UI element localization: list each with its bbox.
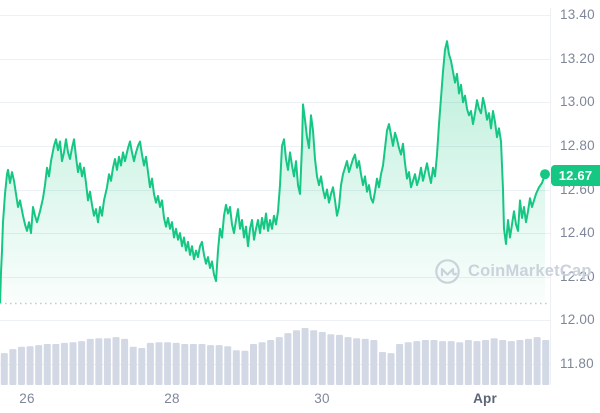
volume-bar xyxy=(103,338,111,385)
volume-bar xyxy=(250,343,258,385)
volume-bar xyxy=(9,349,17,385)
volume-bar xyxy=(155,342,163,385)
volume-bar xyxy=(533,337,541,385)
volume-bar xyxy=(396,343,404,385)
coinmarketcap-logo-icon xyxy=(434,258,461,285)
volume-bar xyxy=(473,341,481,385)
volume-bar xyxy=(43,343,51,385)
volume-bar xyxy=(301,328,309,385)
volume-bar xyxy=(275,337,283,385)
volume-bar xyxy=(112,337,120,385)
volume-bar xyxy=(439,341,447,385)
volume-bar xyxy=(267,339,275,385)
volume-bar xyxy=(78,341,86,385)
volume-bar xyxy=(447,341,455,385)
volume-bar xyxy=(499,339,507,385)
volume-bar xyxy=(353,338,361,385)
volume-bar xyxy=(404,342,412,385)
price-line xyxy=(0,40,546,303)
volume-bar xyxy=(292,330,300,385)
price-area-fill xyxy=(0,41,545,303)
volume-bar xyxy=(490,338,498,385)
price-series-group xyxy=(0,40,546,303)
volume-bar xyxy=(421,339,429,385)
volume-bar xyxy=(129,346,137,385)
volume-bar xyxy=(344,337,352,385)
volume-bar xyxy=(189,343,197,385)
volume-bar xyxy=(456,342,464,385)
volume-bar xyxy=(146,342,154,385)
volume-bar xyxy=(464,339,472,385)
volume-bar xyxy=(198,343,206,385)
volume-bar xyxy=(507,341,515,385)
volume-bar xyxy=(310,330,318,385)
volume-bar xyxy=(224,346,232,385)
volume-bar xyxy=(164,342,172,385)
volume-bar xyxy=(232,350,240,385)
volume-bar xyxy=(378,351,386,385)
volume-bar xyxy=(482,339,490,385)
volume-bar xyxy=(52,343,60,385)
volume-bar xyxy=(361,338,369,385)
volume-bar xyxy=(172,342,180,385)
volume-bar xyxy=(318,331,326,385)
volume-bar xyxy=(525,338,533,385)
watermark-text: CoinMarketCap xyxy=(468,262,592,280)
volume-bar xyxy=(335,334,343,385)
volume-bar xyxy=(181,343,189,385)
volume-bar xyxy=(258,342,266,385)
volume-bar xyxy=(0,353,8,385)
volume-bar xyxy=(121,338,129,385)
volume-bar xyxy=(370,339,378,385)
volume-bar xyxy=(215,345,223,385)
watermark: CoinMarketCap xyxy=(434,258,592,285)
volume-bar xyxy=(430,339,438,385)
volume-bar xyxy=(516,339,524,385)
latest-price-dot xyxy=(540,169,550,180)
volume-bar xyxy=(86,338,94,385)
volume-bar xyxy=(542,339,550,385)
volume-bar xyxy=(26,346,34,385)
volume-bar xyxy=(95,338,103,385)
volume-bar xyxy=(17,346,25,385)
volume-bar xyxy=(69,342,77,385)
volume-bar xyxy=(35,345,43,385)
current-price-badge: 12.67 xyxy=(551,165,600,186)
volume-bar xyxy=(327,334,335,385)
volume-bar xyxy=(241,350,249,385)
volume-bar xyxy=(207,345,215,385)
volume-bar xyxy=(60,342,68,385)
volume-bar xyxy=(387,353,395,385)
volume-bar xyxy=(284,333,292,385)
volume-bar xyxy=(138,347,146,385)
volume-bar xyxy=(413,341,421,385)
